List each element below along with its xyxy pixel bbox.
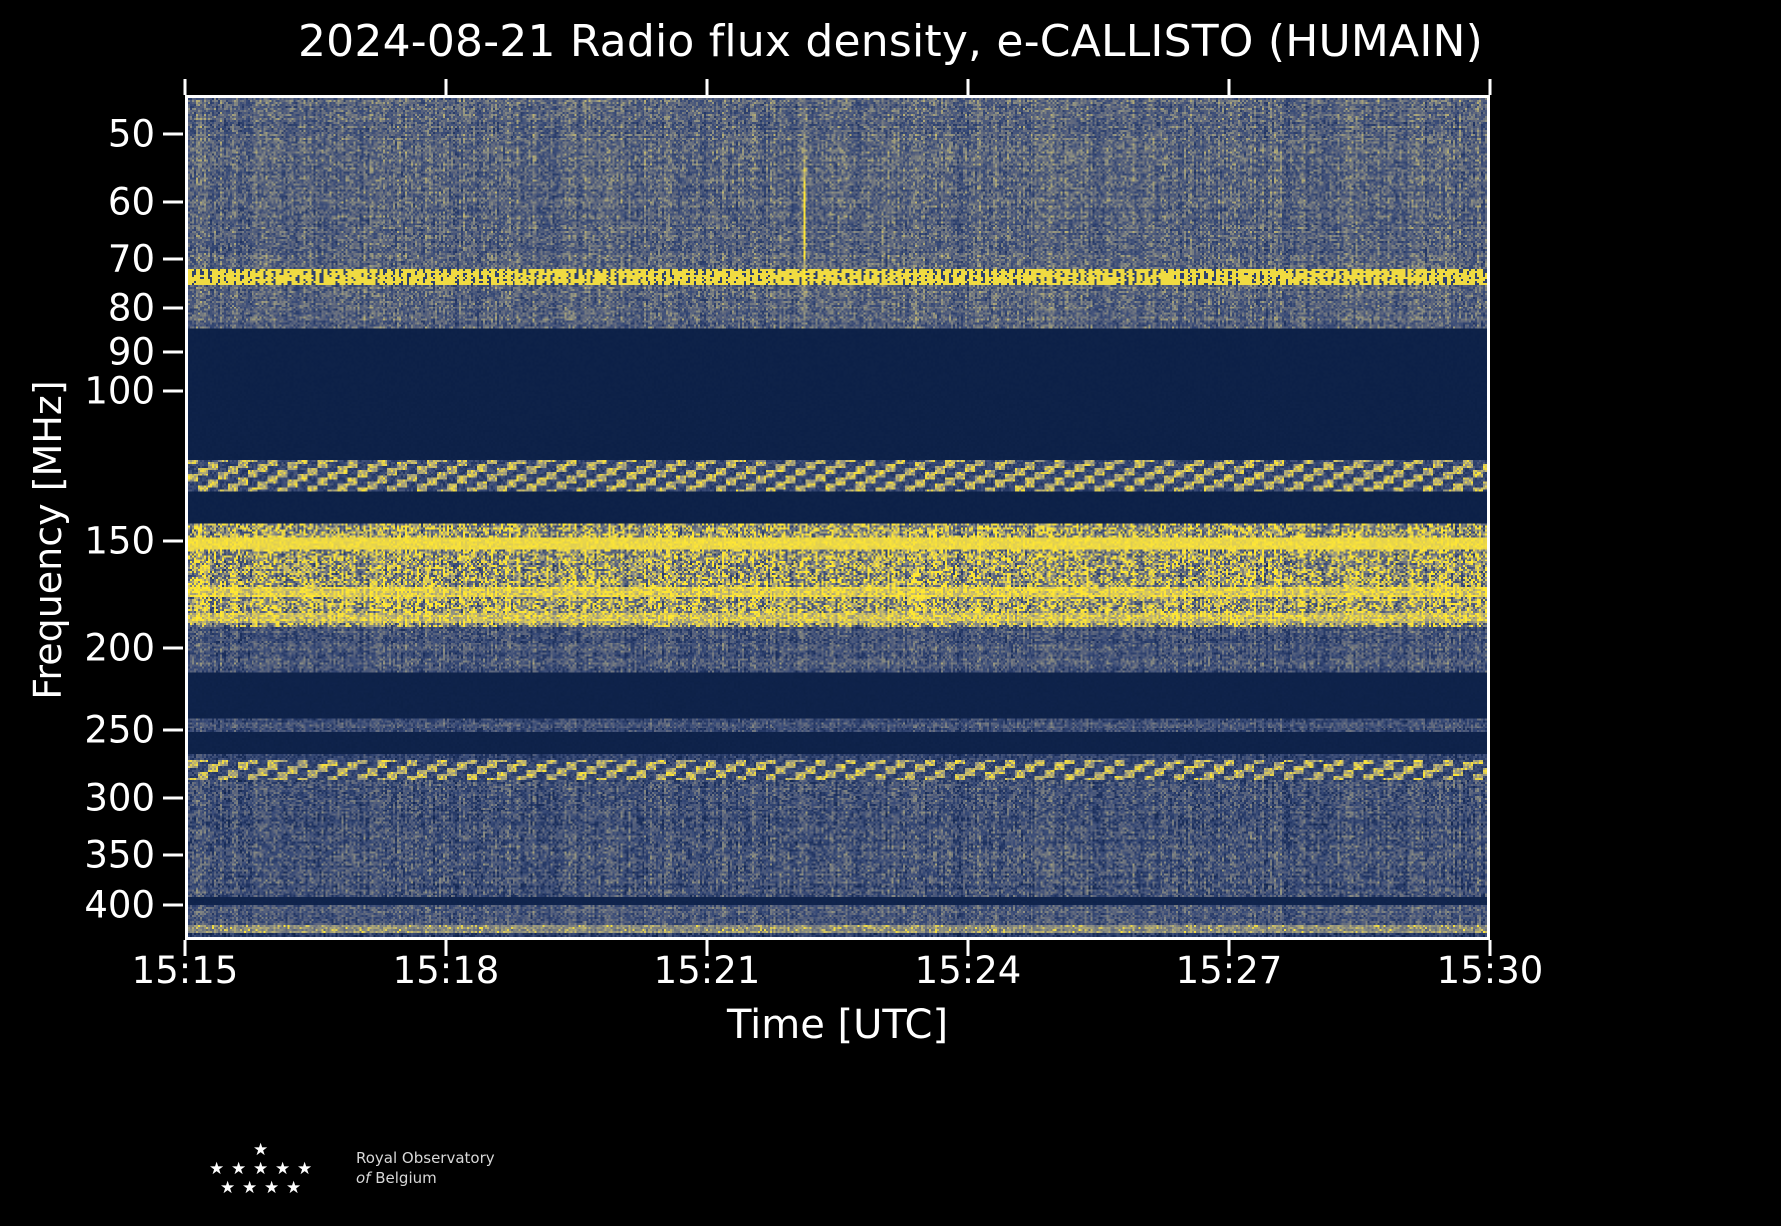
x-tick-label: 15:21 (653, 949, 761, 992)
x-tick-mark (966, 940, 970, 956)
x-tick-mark-top (966, 79, 970, 95)
star-icon: ★ (231, 1159, 247, 1179)
y-tick-mark (163, 539, 183, 543)
star-icon: ★ (286, 1178, 302, 1198)
x-tick-mark-top (1488, 79, 1492, 95)
spectrogram-plot (185, 95, 1490, 940)
x-axis-title: Time [UTC] (726, 1002, 949, 1048)
star-icon: ★ (297, 1159, 313, 1179)
y-tick-mark (163, 132, 183, 136)
logo-stars-icon: ★ ★ ★ ★ ★ ★ ★ ★ ★ ★ (176, 1142, 352, 1208)
x-tick-label: 15:18 (392, 949, 500, 992)
logo-line-2: of Belgium (356, 1168, 596, 1188)
y-tick-mark (163, 796, 183, 800)
y-tick-label: 70 (107, 237, 155, 281)
y-tick-mark (163, 389, 183, 393)
x-tick-label: 15:24 (914, 949, 1022, 992)
star-icon: ★ (253, 1140, 269, 1160)
x-tick-mark-top (444, 79, 448, 95)
x-tick-mark-top (1227, 79, 1231, 95)
star-icon: ★ (242, 1178, 258, 1198)
page-title: 2024-08-21 Radio flux density, e-CALLIST… (297, 16, 1484, 67)
logo-line-1: Royal Observatory (356, 1149, 495, 1167)
y-tick-mark (163, 200, 183, 204)
y-tick-label: 300 (84, 776, 155, 820)
logo-of-word: of (356, 1169, 371, 1187)
y-tick-mark (163, 257, 183, 261)
x-tick-mark (705, 940, 709, 956)
x-tick-mark-top (705, 79, 709, 95)
x-tick-mark (183, 940, 187, 956)
x-tick-mark (1227, 940, 1231, 956)
star-icon: ★ (253, 1159, 269, 1179)
royal-observatory-logo: ★ ★ ★ ★ ★ ★ ★ ★ ★ ★ Royal Observatory of Belgium (176, 1142, 596, 1212)
y-tick-mark (163, 728, 183, 732)
y-tick-label: 60 (107, 180, 155, 224)
y-tick-mark (163, 646, 183, 650)
star-icon: ★ (209, 1159, 225, 1179)
y-tick-label: 50 (107, 112, 155, 156)
y-tick-label: 400 (84, 883, 155, 927)
x-tick-label: 15:30 (1436, 949, 1544, 992)
y-tick-label: 150 (84, 519, 155, 563)
y-axis-title: Frequency [MHz] (26, 380, 70, 700)
star-icon: ★ (264, 1178, 280, 1198)
y-tick-mark (163, 903, 183, 907)
x-tick-label: 15:27 (1175, 949, 1283, 992)
x-tick-label: 15:15 (131, 949, 239, 992)
x-tick-mark (1488, 940, 1492, 956)
y-tick-mark (163, 350, 183, 354)
x-tick-mark-top (183, 79, 187, 95)
y-axis-tick-labels: 50 60 70 80 90 100 150 200 250 300 350 400 (0, 0, 155, 1226)
star-icon: ★ (220, 1178, 236, 1198)
y-tick-label: 350 (84, 833, 155, 877)
x-tick-mark (444, 940, 448, 956)
y-tick-label: 100 (84, 369, 155, 413)
star-icon: ★ (275, 1159, 291, 1179)
logo-text: Royal Observatory of Belgium (356, 1148, 596, 1188)
y-tick-label: 90 (107, 330, 155, 374)
y-tick-label: 80 (107, 286, 155, 330)
y-tick-mark (163, 853, 183, 857)
y-tick-label: 200 (84, 626, 155, 670)
y-tick-mark (163, 306, 183, 310)
y-tick-label: 250 (84, 708, 155, 752)
logo-country: Belgium (375, 1169, 437, 1187)
spectrogram-canvas (188, 98, 1487, 937)
